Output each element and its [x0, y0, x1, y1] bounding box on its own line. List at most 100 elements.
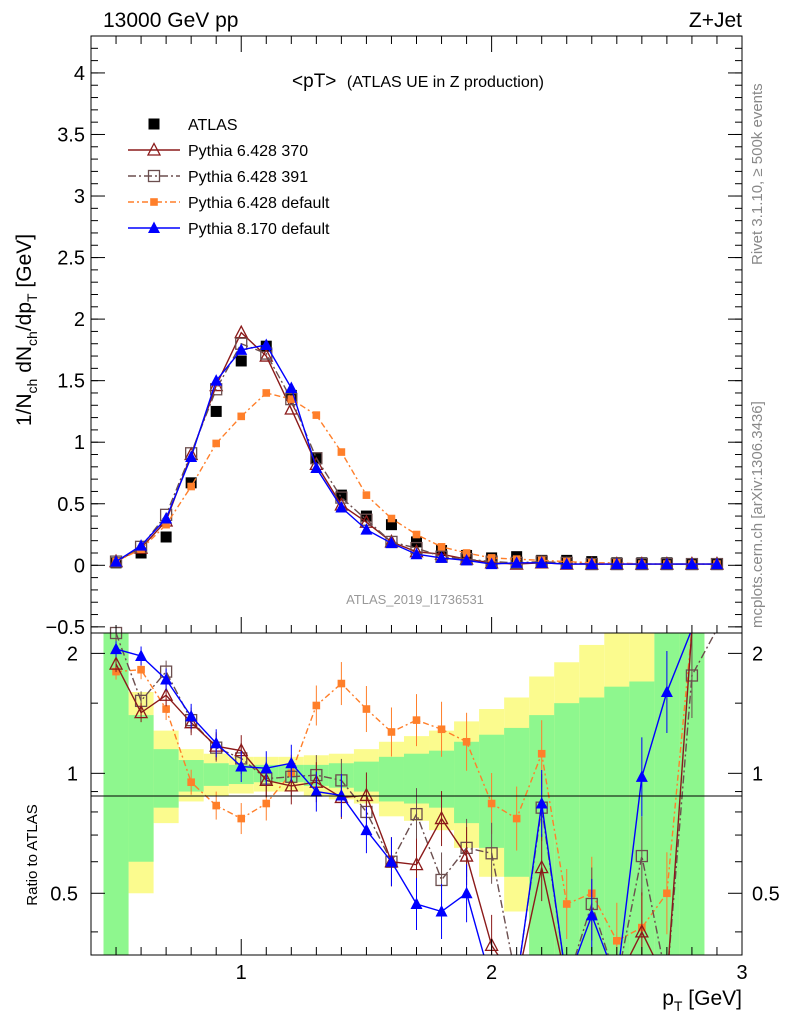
label-text: /dp [13, 302, 36, 331]
plot-title-main: <pT> [292, 71, 336, 92]
legend-label-pythia-6-428-391: Pythia 6.428 391 [188, 169, 308, 186]
ratio-point-pythia-6-428-default [562, 900, 571, 908]
legend-marker-atlas [148, 118, 160, 130]
y-tick-label-ratio-left: 0.5 [50, 883, 78, 905]
main-point-pythia-6-428-default [262, 389, 271, 397]
x-tick-label: 2 [486, 962, 497, 984]
y-tick-label-ratio-right: 2 [752, 643, 763, 665]
legend-marker-pythia-6-428-default [150, 198, 158, 206]
ratio-point-pythia-6-428-default [512, 814, 521, 823]
main-series [108, 324, 725, 571]
ratio-point-pythia-6-428-370 [409, 856, 424, 871]
main-point-pythia-8-170-default [485, 557, 498, 570]
ratio-point-pythia-6-428-default [613, 936, 621, 945]
legend-marker-pythia-6-428-370 [146, 142, 162, 156]
ratio-point-pythia-6-428-default [537, 749, 546, 758]
label-subscript: T [24, 293, 40, 302]
ratio-point-pythia-6-428-default [162, 705, 170, 713]
main-line-pythia-6-428-370 [115, 331, 717, 565]
y-axis-label-main-text: 1/Nch​ dNch​/dpT​ [GeV] [13, 234, 40, 426]
ratio-point-pythia-6-428-default [663, 889, 671, 898]
legend-label-pythia-8-170-default: Pythia 8.170 default [188, 221, 330, 238]
main-point-pythia-8-170-default [685, 557, 698, 570]
label-text: [GeV] [13, 234, 36, 294]
legend: ATLAS Pythia 6.428 370 Pythia 6.428 391 Pyt… [128, 117, 330, 238]
ratio-point-pythia-6-428-default [337, 679, 346, 688]
y-tick-label-main: −0.5 [46, 617, 85, 639]
ratio-point-pythia-6-428-default [237, 814, 246, 823]
main-point-atlas [335, 489, 347, 501]
main-point-pythia-6-428-default [312, 411, 321, 419]
ratio-point-pythia-6-428-default [437, 725, 446, 734]
ratio-point-pythia-6-428-370 [634, 923, 649, 938]
main-point-pythia-8-170-default [660, 557, 673, 570]
main-point-pythia-6-428-default [237, 412, 246, 421]
main-point-pythia-6-428-default [337, 448, 346, 456]
main-point-pythia-8-170-default [460, 553, 473, 566]
ratio-point-pythia-6-428-370 [159, 687, 174, 701]
main-point-pythia-8-170-default [635, 557, 648, 570]
y-tick-label-main: 2.5 [57, 248, 85, 270]
main-point-pythia-8-170-default [610, 557, 623, 570]
ratio-point-pythia-8-170-default [285, 756, 298, 769]
x-axis-label: pT​ [GeV] [662, 987, 742, 1014]
ratio-point-pythia-6-428-default [487, 799, 496, 808]
main-point-pythia-8-170-default [385, 536, 398, 549]
ratio-point-pythia-8-170-default [160, 672, 173, 685]
ratio-point-pythia-8-170-default [660, 685, 673, 697]
main-point-pythia-6-428-default [362, 491, 371, 499]
ratio-point-pythia-6-428-default [412, 716, 421, 724]
y-tick-label-main: 1.5 [57, 371, 85, 393]
main-point-atlas [411, 536, 422, 548]
y-tick-label-main: 3.5 [57, 124, 85, 146]
main-point-pythia-6-428-default [412, 530, 421, 539]
ratio-point-pythia-6-428-391 [410, 807, 423, 821]
legend-label-pythia-6-428-370: Pythia 6.428 370 [188, 143, 308, 160]
main-point-pythia-6-428-370 [259, 348, 274, 362]
main-point-pythia-8-170-default [510, 556, 523, 568]
ratio-point-pythia-6-428-370 [359, 787, 374, 802]
main-point-pythia-8-170-default [260, 338, 273, 350]
ratio-point-pythia-8-170-default [460, 886, 473, 899]
y-tick-label-ratio-left: 2 [67, 643, 78, 665]
main-point-pythia-6-428-default [437, 543, 446, 551]
main-point-pythia-8-170-default [360, 523, 373, 535]
y-tick-label-main: 0 [74, 555, 85, 577]
ratio-point-pythia-8-170-default [235, 760, 248, 772]
axis-ticks: −0.5 0 0.5 1 1.5 2 2.5 3 3.5 4 1 2 3 0.5 0.5 1 1 2 2 [46, 36, 780, 984]
main-point-pythia-8-170-default [160, 512, 173, 524]
ratio-point-pythia-6-428-default [212, 801, 220, 810]
main-point-pythia-8-170-default [110, 555, 123, 567]
ratio-point-pythia-8-170-default [535, 797, 548, 809]
ratio-point-pythia-6-428-391 [635, 849, 648, 863]
ratio-point-pythia-6-428-default [137, 665, 145, 674]
ratio-bands [103, 633, 705, 955]
ratio-band-inner-bin [203, 763, 229, 786]
ratio-band-inner-bin [153, 749, 179, 808]
ratio-series [108, 626, 716, 955]
y-tick-label-main: 3 [74, 186, 85, 208]
ratio-point-pythia-8-170-default [110, 642, 123, 655]
main-point-pythia-6-428-default [162, 520, 170, 529]
ratio-point-pythia-6-428-370 [459, 848, 474, 862]
ratio-point-pythia-6-428-370 [259, 772, 274, 787]
ratio-point-pythia-8-170-default [335, 788, 348, 801]
ratio-point-pythia-6-428-391 [485, 847, 498, 860]
ratio-point-pythia-6-428-default [262, 799, 271, 808]
main-point-pythia-6-428-391 [285, 392, 298, 406]
legend-marker-pythia-8-170-default [148, 221, 160, 233]
ratio-point-pythia-8-170-default [310, 785, 323, 797]
main-point-atlas [210, 405, 222, 417]
ratio-point-pythia-8-170-default [410, 897, 423, 909]
ratio-point-pythia-6-428-default [362, 705, 371, 713]
main-point-pythia-8-170-default [560, 557, 573, 570]
plot-title-sub: (ATLAS UE in Z production) [347, 74, 544, 91]
plot-title: <pT> (ATLAS UE in Z production) [292, 71, 544, 92]
main-point-pythia-6-428-default [287, 395, 296, 403]
ratio-point-pythia-6-428-default [387, 728, 396, 736]
header-right: Z+Jet [689, 9, 742, 32]
header-left: 13000 GeV pp [103, 9, 238, 32]
ratio-point-pythia-6-428-default [187, 778, 195, 787]
label-subscript: ch [24, 379, 40, 394]
